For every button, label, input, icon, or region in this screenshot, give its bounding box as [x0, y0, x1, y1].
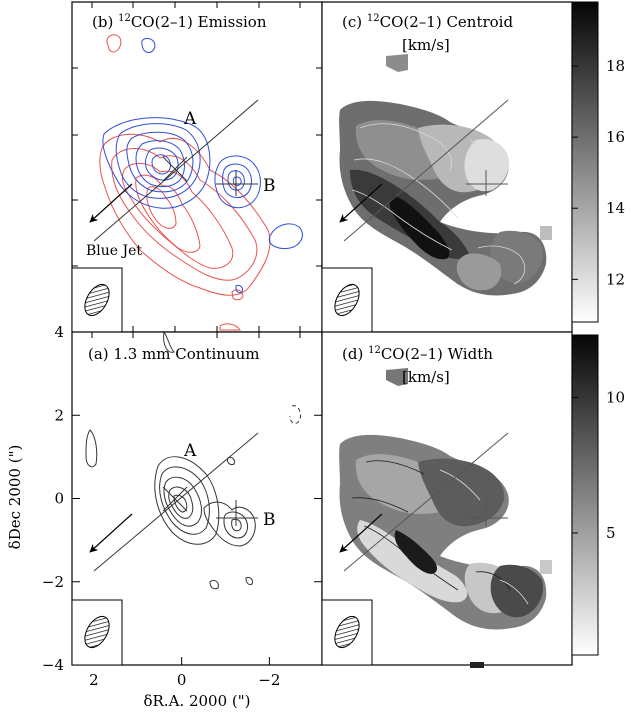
jet-axis-a: [93, 432, 259, 572]
x-tick-label: −2: [258, 671, 280, 689]
jet-label: Blue Jet: [86, 243, 142, 259]
beam-d: [321, 599, 373, 666]
beam-a: [71, 599, 123, 666]
panel-b: (b) 12CO(2–1) Emission: [71, 1, 323, 333]
y-tick-label: −4: [42, 656, 64, 674]
centroid-map: [339, 54, 552, 296]
colorbar-tick-label: 5: [606, 524, 616, 542]
colorbar-d-ticks: 5 10: [572, 388, 625, 542]
source-a-label-b: A: [183, 109, 197, 129]
jet-arrow-b: [89, 183, 133, 223]
panel-d-unit: [km/s]: [402, 368, 450, 386]
colorbar-tick-label: 12: [606, 270, 625, 288]
panel-a-axis-ticks: 4 2 0 −2 −4 2 0 −2: [42, 323, 322, 689]
colorbar-c-ticks: 12 14 16 18: [572, 57, 625, 288]
source-a-mark-b: [162, 156, 188, 182]
x-tick-label: 0: [177, 671, 187, 689]
y-tick-label: 2: [54, 406, 64, 424]
colorbar-tick-label: 18: [606, 57, 625, 75]
jet-axis-d: [343, 432, 509, 572]
panel-d: (d) 12CO(2–1) Width [km/s]: [321, 331, 573, 668]
panel-c-title: (c) 12CO(2–1) Centroid: [342, 13, 513, 31]
colorbar-c: 12 14 16 18: [571, 1, 625, 323]
red-contours: [99, 34, 271, 331]
panel-c-unit: [km/s]: [402, 36, 450, 54]
source-a-mark-a: [162, 486, 188, 512]
width-contours: [351, 460, 511, 591]
x-axis-title: δR.A. 2000 ("): [143, 692, 250, 710]
width-map: [339, 368, 552, 668]
panel-a-title: (a) 1.3 mm Continuum: [88, 345, 259, 363]
y-tick-label: −2: [42, 573, 64, 591]
jet-axis-c: [343, 99, 509, 242]
beam-b: [71, 267, 123, 333]
colorbar-tick-label: 10: [606, 388, 625, 406]
source-b-mark-b: [216, 170, 258, 196]
panel-c: (c) 12CO(2–1) Centroid [km/s]: [321, 1, 573, 333]
negative-contour-a: [289, 405, 301, 424]
panel-b-title: (b) 12CO(2–1) Emission: [92, 13, 267, 31]
colorbar-tick-label: 16: [606, 128, 625, 146]
source-b-mark-a: [216, 500, 258, 526]
panel-a-minor-ticks: [91, 332, 301, 338]
source-b-mark-d: [466, 500, 508, 526]
colorbar-tick-label: 14: [606, 199, 625, 217]
blue-contours: [102, 37, 303, 294]
source-a-label-a: A: [183, 441, 197, 461]
jet-arrow-a: [89, 513, 133, 553]
colorbar-d: 5 10: [571, 334, 625, 656]
beam-c: [321, 267, 373, 333]
jet-arrow-d: [339, 513, 383, 553]
centroid-contours: [351, 123, 526, 285]
y-tick-label: 0: [54, 490, 64, 508]
jet-arrow-c: [339, 183, 383, 223]
source-b-mark-c: [466, 170, 508, 196]
source-b-label-b: B: [263, 176, 276, 196]
panel-d-title: (d) 12CO(2–1) Width: [342, 345, 493, 363]
panel-b-ticks: [72, 2, 322, 332]
panel-a: 4 2 0 −2 −4 2 0 −2 (a) 1.3 mm Continuum A B: [42, 323, 323, 689]
source-b-label-a: B: [263, 510, 276, 530]
y-axis-title: δDec 2000 ("): [6, 445, 24, 550]
y-tick-label: 4: [54, 323, 64, 341]
x-tick-label: 2: [89, 671, 99, 689]
width-contours-light: [439, 469, 529, 605]
